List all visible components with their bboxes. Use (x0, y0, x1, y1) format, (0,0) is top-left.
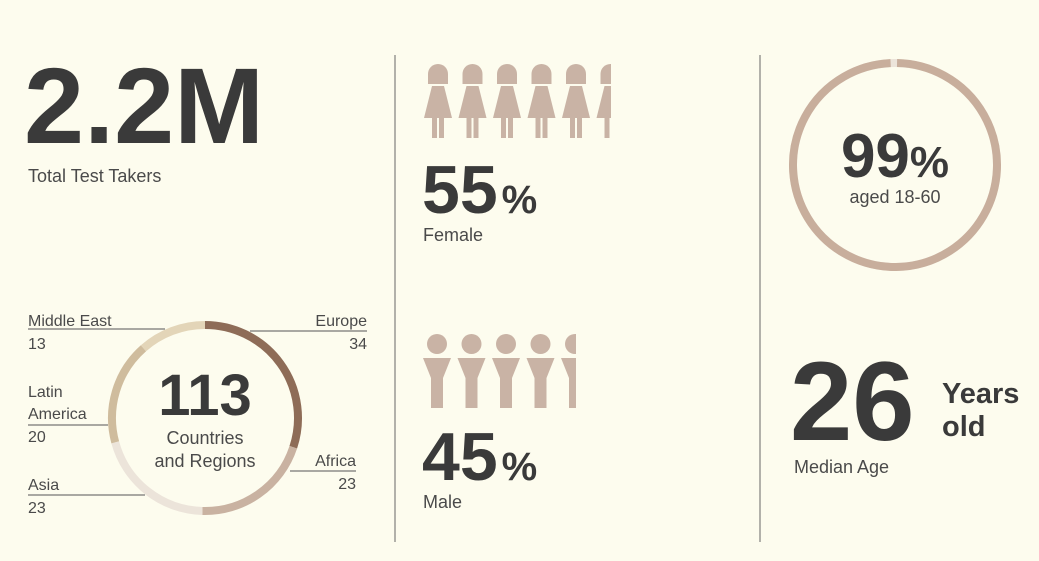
female-icon-body (527, 86, 556, 138)
male-icon-head (565, 334, 576, 354)
donut-segment (204, 321, 302, 449)
male-unit: % (502, 445, 538, 489)
region-name: Africa (315, 453, 356, 470)
female-value: 55 (422, 152, 498, 228)
text-line: Countries (166, 428, 243, 448)
female-icon-head (566, 64, 586, 84)
male-icon-head (461, 334, 482, 354)
total-label: Total Test Takers (28, 166, 161, 186)
region-name: Asia (28, 477, 59, 494)
female-icon-body (596, 86, 611, 138)
region-name: Latin America (28, 384, 87, 423)
donut-segment (111, 441, 203, 515)
text-line: and Regions (154, 451, 255, 471)
male-icon-body (457, 358, 486, 408)
region-count: 113 (158, 363, 252, 428)
male-icon-body (423, 358, 451, 408)
male-value: 45 (422, 419, 498, 495)
donut-segment (140, 321, 206, 352)
median-label: Median Age (794, 457, 889, 477)
female-unit: % (502, 178, 538, 222)
region-value: 23 (338, 476, 356, 493)
region-name: Middle East (28, 313, 112, 330)
median-unit: Years old (942, 378, 1019, 443)
age-ring (789, 59, 1001, 271)
age-stat: 99% (841, 122, 949, 191)
text-line: Latin (28, 384, 63, 401)
female-icons (424, 64, 611, 138)
age-unit: % (910, 138, 949, 187)
female-icon-body (493, 86, 521, 138)
age-value: 99 (841, 122, 910, 191)
total-value: 2.2M (24, 45, 264, 166)
male-icons (423, 334, 576, 408)
female-label: Female (423, 225, 483, 245)
region-label: Countries and Regions (154, 428, 255, 471)
male-icon-head (427, 334, 447, 354)
donut-segment (202, 445, 298, 515)
male-icon-head (530, 334, 551, 354)
female-icon-head (428, 64, 448, 84)
region-name: Europe (315, 313, 367, 330)
female-icon-body (458, 86, 487, 138)
region-value: 20 (28, 429, 46, 446)
region-value: 23 (28, 500, 46, 517)
female-icon-head (600, 64, 611, 84)
text-line: Years (942, 378, 1019, 410)
male-icon-body (526, 358, 555, 408)
male-icon-body (561, 358, 576, 408)
female-stat: 55% (422, 152, 537, 228)
median-value: 26 (790, 339, 915, 464)
female-icon-body (562, 86, 590, 138)
text-line: America (28, 406, 87, 423)
region-value: 34 (349, 336, 367, 353)
region-donut (108, 321, 302, 515)
male-stat: 45% (422, 419, 537, 495)
male-icon-head (496, 334, 516, 354)
female-icon-head (462, 64, 483, 84)
female-icon-head (497, 64, 517, 84)
donut-segment (108, 345, 147, 444)
male-icon-body (492, 358, 520, 408)
age-label: aged 18-60 (849, 187, 940, 207)
text-line: old (942, 411, 986, 443)
male-label: Male (423, 492, 462, 512)
female-icon-head (531, 64, 552, 84)
region-value: 13 (28, 336, 46, 353)
female-icon-body (424, 86, 452, 138)
